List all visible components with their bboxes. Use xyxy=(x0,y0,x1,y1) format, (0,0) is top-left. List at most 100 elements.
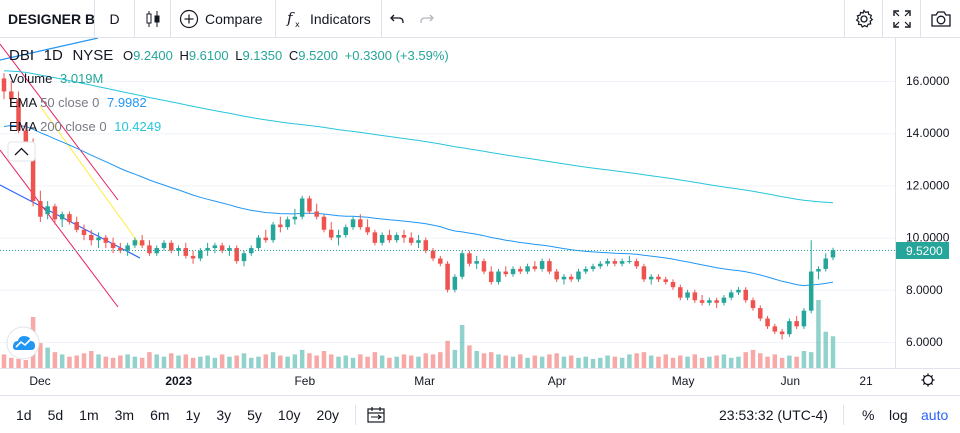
volume-bar xyxy=(801,351,807,368)
price-chart[interactable]: 16.0000 14.0000 12.0000 10.0000 8.0000 6.0000… xyxy=(0,38,960,396)
range-button-1d[interactable]: 1d xyxy=(16,406,32,423)
last-price-tag-bg xyxy=(896,242,949,259)
plus-circle-icon xyxy=(179,9,199,28)
legend-exchange: NYSE xyxy=(72,47,114,64)
price-tick-label: 6.0000 xyxy=(906,335,943,349)
time-axis-settings[interactable] xyxy=(921,373,935,387)
volume-bar xyxy=(89,351,94,368)
price-axis[interactable]: 16.0000 14.0000 12.0000 10.0000 8.0000 6.0000 xyxy=(906,74,950,349)
ema200-params: 200 close 0 xyxy=(40,119,107,134)
collapse-legend-button[interactable] xyxy=(7,141,36,162)
volume-bar xyxy=(518,354,523,368)
ema200-legend[interactable]: EMA 200 close 0 10.4249 xyxy=(9,119,161,134)
range-button-3m[interactable]: 3m xyxy=(114,406,135,423)
volume-bar xyxy=(525,357,530,368)
redo-icon[interactable] xyxy=(419,11,435,27)
chart-type-button[interactable] xyxy=(135,0,171,38)
candle-body xyxy=(81,229,87,235)
range-button-10y[interactable]: 10y xyxy=(277,406,301,423)
candle-body xyxy=(634,261,639,267)
volume-bar xyxy=(154,354,159,368)
candle-body xyxy=(30,146,36,202)
camera-icon xyxy=(930,11,951,27)
fullscreen-button[interactable] xyxy=(882,0,920,38)
symbol-search-button[interactable]: DESIGNER B xyxy=(0,0,95,38)
candle-body xyxy=(205,248,210,251)
volume-bar xyxy=(256,356,261,368)
volume-value: 3.019M xyxy=(60,71,104,86)
range-button-20y[interactable]: 20y xyxy=(316,406,340,423)
candle-body xyxy=(590,266,596,269)
indicators-label: Indicators xyxy=(310,10,371,27)
time-settings-gear-spokes xyxy=(921,373,935,387)
svg-text:x: x xyxy=(295,20,300,29)
candle-body xyxy=(248,248,254,254)
percent-toggle[interactable]: % xyxy=(862,406,875,423)
candle-body xyxy=(212,245,218,249)
log-toggle[interactable]: log xyxy=(889,406,908,423)
candle-body xyxy=(539,261,545,269)
volume-bar xyxy=(234,355,239,368)
fullscreen-icon xyxy=(892,10,911,28)
clock[interactable]: 23:53:32 (UTC-4) xyxy=(719,406,828,423)
candle-body xyxy=(314,211,319,217)
interval-button[interactable]: D xyxy=(95,0,135,38)
volume-bar xyxy=(45,347,50,368)
auto-toggle[interactable]: auto xyxy=(921,406,949,423)
range-button-6m[interactable]: 6m xyxy=(150,406,170,423)
ema50-line xyxy=(3,124,834,287)
range-button-3y[interactable]: 3y xyxy=(216,406,232,423)
ema50-legend[interactable]: EMA 50 close 0 7.9982 xyxy=(9,95,147,110)
volume-bar xyxy=(612,356,618,368)
price-tick-label: 14.0000 xyxy=(906,126,950,140)
candle-body xyxy=(227,248,232,251)
candle-body xyxy=(401,234,407,238)
time-tick-label: Mar xyxy=(414,374,435,388)
volume-bar xyxy=(692,354,698,368)
range-button-1y[interactable]: 1y xyxy=(185,406,201,423)
time-settings-gear-icon[interactable] xyxy=(922,374,934,386)
candle-body xyxy=(219,245,225,251)
volume-bar xyxy=(736,356,741,368)
date-range-icon[interactable] xyxy=(366,406,386,424)
undo-icon[interactable] xyxy=(389,11,405,27)
compare-button[interactable]: Compare xyxy=(171,0,276,38)
volume-bar xyxy=(16,358,21,368)
candle-body xyxy=(474,261,479,264)
screenshot-button[interactable] xyxy=(920,0,960,38)
ema200-value: 10.4249 xyxy=(114,119,162,134)
range-button-5y[interactable]: 5y xyxy=(247,406,262,423)
volume-bar xyxy=(176,355,181,368)
range-button-5d[interactable]: 5d xyxy=(47,406,64,423)
volume-bar xyxy=(423,353,429,368)
candle-body xyxy=(619,261,625,264)
time-tick-label: Apr xyxy=(548,374,567,388)
range-button-1m[interactable]: 1m xyxy=(79,406,99,423)
drawing-trendline xyxy=(0,149,119,308)
volume-bar xyxy=(408,355,414,368)
tradingview-logo[interactable] xyxy=(6,326,40,360)
candle-body xyxy=(816,268,821,272)
volume-legend[interactable]: Volume 3.019M xyxy=(9,71,103,86)
candle-body xyxy=(161,242,167,249)
volume-label: Volume xyxy=(9,71,53,86)
logo-trend-mark xyxy=(15,338,32,348)
volume-bar xyxy=(118,355,123,368)
candle-body xyxy=(576,271,581,280)
settings-button[interactable] xyxy=(844,0,882,38)
time-tick-label: May xyxy=(672,374,695,388)
candle-body xyxy=(241,253,247,262)
volume-bar xyxy=(336,356,341,368)
volume-bar xyxy=(23,360,29,368)
volume-bar xyxy=(568,355,574,368)
time-axis[interactable]: Dec 2023 Feb Mar Apr May Jun 21 xyxy=(29,374,873,388)
volume-bar xyxy=(750,349,756,368)
volume-bar xyxy=(576,357,581,368)
candle-body xyxy=(830,250,836,258)
volume-bar xyxy=(365,356,370,368)
last-price-tag: 9.5200 xyxy=(896,242,949,259)
volume-bar xyxy=(758,353,763,368)
volume-bar xyxy=(772,354,778,368)
